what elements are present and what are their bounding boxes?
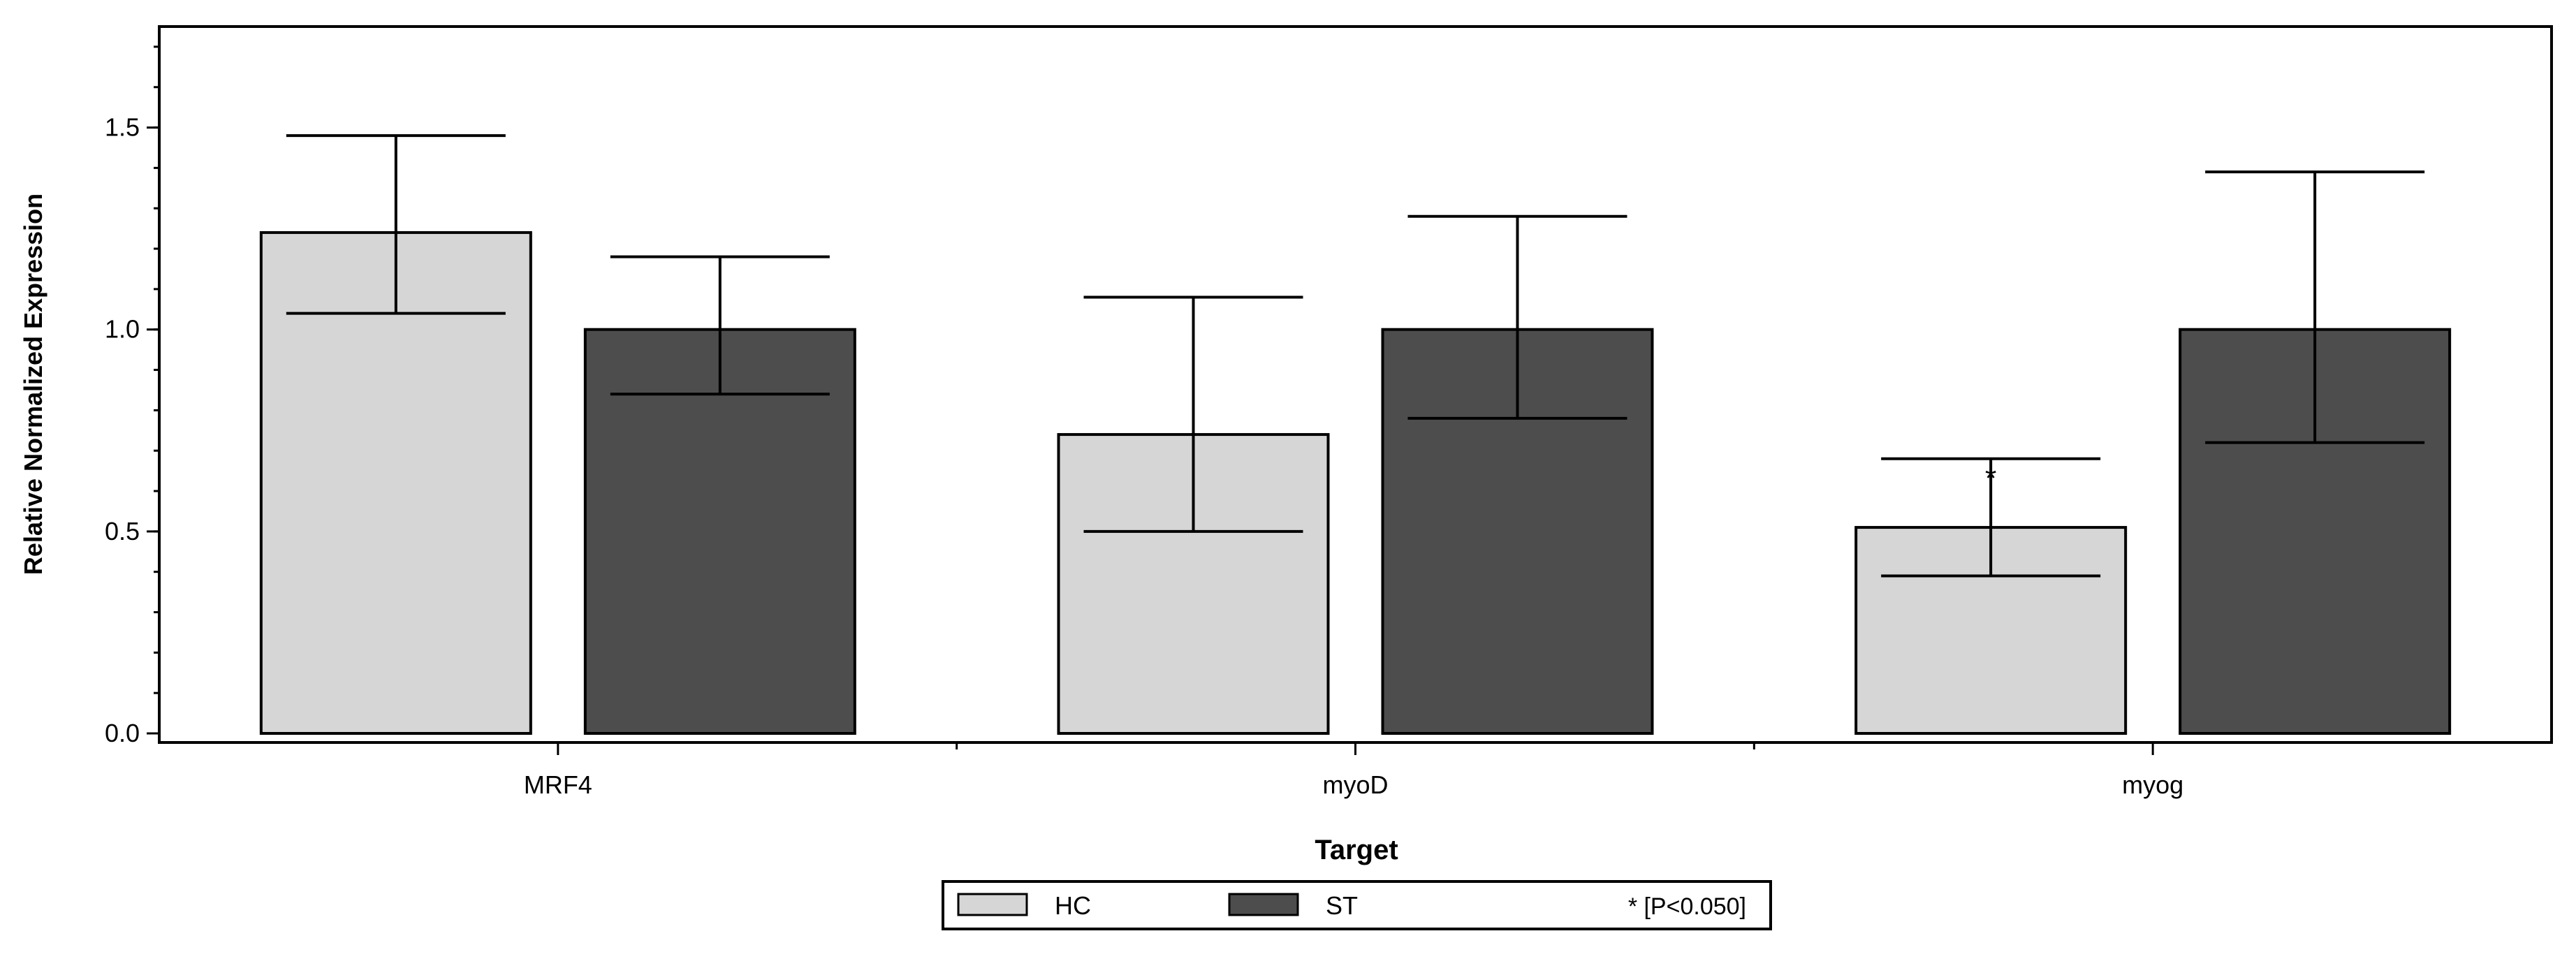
legend-label-hc: HC	[1055, 891, 1091, 920]
y-tick-label: 1.0	[105, 315, 140, 344]
plot-frame	[158, 25, 2553, 744]
legend-label-st: ST	[1326, 891, 1358, 920]
bars-group	[259, 230, 2452, 735]
legend-swatch-hc	[957, 893, 1028, 916]
annotations-group: *	[1985, 462, 1996, 495]
legend-frame	[942, 880, 1772, 930]
bar-hc-mrf4	[259, 230, 532, 735]
x-axis-label: Target	[1315, 835, 1398, 865]
y-tick-label: 0.5	[105, 517, 140, 546]
y-axis: 0.0 0.5 1.0 1.5	[105, 45, 159, 747]
y-tick-label: 0.0	[105, 719, 140, 747]
legend-significance-note: * [P<0.050]	[1628, 893, 1746, 920]
legend-swatch-st	[1228, 893, 1299, 916]
significance-marker: *	[1985, 462, 1996, 495]
x-axis: MRF4 myoD myog	[524, 742, 2183, 799]
error-bars-group	[286, 134, 2425, 578]
x-tick-label: MRF4	[524, 770, 592, 799]
x-tick-label: myog	[2122, 770, 2183, 799]
x-tick-label: myoD	[1322, 770, 1388, 799]
legend: HC ST * [P<0.050]	[942, 880, 1772, 930]
y-axis-label: Relative Normalized Expression	[19, 193, 47, 575]
bar-st-mrf4	[583, 328, 856, 735]
y-tick-label: 1.5	[105, 113, 140, 142]
